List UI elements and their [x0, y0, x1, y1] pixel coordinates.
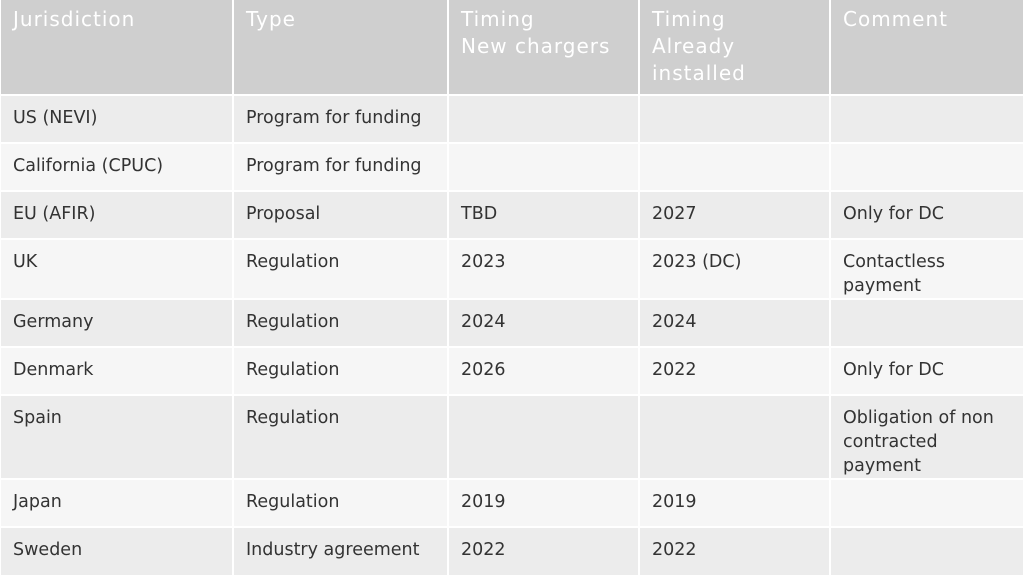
cell-jurisdiction: Spain [1, 396, 234, 480]
header-text: installed [652, 61, 746, 85]
cell-timing-new [449, 96, 640, 144]
comment-line: payment [843, 456, 921, 476]
cell-timing-installed: 2024 [640, 300, 831, 348]
header-timing-already-installed: Timing Already installed [640, 0, 831, 96]
cell-type: Regulation [234, 240, 449, 300]
cell-comment: Contactless payment [831, 240, 1023, 300]
cell-type: Industry agreement [234, 528, 449, 575]
header-text: Comment [843, 7, 948, 31]
cell-comment: Obligation of non contracted payment [831, 396, 1023, 480]
cell-timing-installed [640, 144, 831, 192]
header-text: Jurisdiction [13, 7, 136, 31]
cell-jurisdiction: California (CPUC) [1, 144, 234, 192]
table-row: Denmark Regulation 2026 2022 Only for DC [1, 348, 1023, 396]
cell-comment [831, 480, 1023, 528]
cell-type: Regulation [234, 480, 449, 528]
cell-timing-new: 2022 [449, 528, 640, 575]
cell-type: Program for funding [234, 144, 449, 192]
cell-timing-new: TBD [449, 192, 640, 240]
header-text: New chargers [461, 34, 611, 58]
cell-comment [831, 144, 1023, 192]
header-row: Jurisdiction Type Timing New chargers Ti… [1, 0, 1023, 96]
table-row: Spain Regulation Obligation of non contr… [1, 396, 1023, 480]
comment-line: payment [843, 276, 921, 296]
cell-type: Program for funding [234, 96, 449, 144]
table-row: Japan Regulation 2019 2019 [1, 480, 1023, 528]
header-text: Type [246, 7, 296, 31]
table-row: EU (AFIR) Proposal TBD 2027 Only for DC [1, 192, 1023, 240]
table-row: Germany Regulation 2024 2024 [1, 300, 1023, 348]
header-text: Timing [652, 7, 726, 31]
cell-type: Regulation [234, 348, 449, 396]
comment-line: contracted [843, 432, 938, 452]
header-text: Timing [461, 7, 535, 31]
comment-line: Contactless [843, 252, 945, 272]
cell-jurisdiction: EU (AFIR) [1, 192, 234, 240]
header-jurisdiction: Jurisdiction [1, 0, 234, 96]
cell-jurisdiction: US (NEVI) [1, 96, 234, 144]
cell-timing-installed [640, 96, 831, 144]
cell-comment: Only for DC [831, 348, 1023, 396]
header-timing-new-chargers: Timing New chargers [449, 0, 640, 96]
cell-timing-new: 2019 [449, 480, 640, 528]
cell-timing-installed: 2023 (DC) [640, 240, 831, 300]
cell-timing-installed [640, 396, 831, 480]
cell-jurisdiction: UK [1, 240, 234, 300]
table-row: US (NEVI) Program for funding [1, 96, 1023, 144]
cell-comment [831, 300, 1023, 348]
cell-jurisdiction: Germany [1, 300, 234, 348]
cell-type: Regulation [234, 300, 449, 348]
cell-timing-installed: 2027 [640, 192, 831, 240]
cell-jurisdiction: Sweden [1, 528, 234, 575]
table-row: California (CPUC) Program for funding [1, 144, 1023, 192]
cell-comment: Only for DC [831, 192, 1023, 240]
header-comment: Comment [831, 0, 1023, 96]
cell-timing-new: 2026 [449, 348, 640, 396]
cell-type: Proposal [234, 192, 449, 240]
cell-jurisdiction: Japan [1, 480, 234, 528]
cell-comment [831, 96, 1023, 144]
comment-line: Only for DC [843, 360, 944, 380]
cell-type: Regulation [234, 396, 449, 480]
header-type: Type [234, 0, 449, 96]
table-row: Sweden Industry agreement 2022 2022 [1, 528, 1023, 575]
cell-timing-new [449, 144, 640, 192]
table-row: UK Regulation 2023 2023 (DC) Contactless… [1, 240, 1023, 300]
cell-timing-new: 2023 [449, 240, 640, 300]
cell-timing-new: 2024 [449, 300, 640, 348]
cell-timing-installed: 2019 [640, 480, 831, 528]
cell-jurisdiction: Denmark [1, 348, 234, 396]
cell-timing-installed: 2022 [640, 528, 831, 575]
cell-timing-installed: 2022 [640, 348, 831, 396]
comment-line: Obligation of non [843, 408, 994, 428]
comment-line: Only for DC [843, 204, 944, 224]
cell-comment [831, 528, 1023, 575]
cell-timing-new [449, 396, 640, 480]
header-text: Already [652, 34, 736, 58]
